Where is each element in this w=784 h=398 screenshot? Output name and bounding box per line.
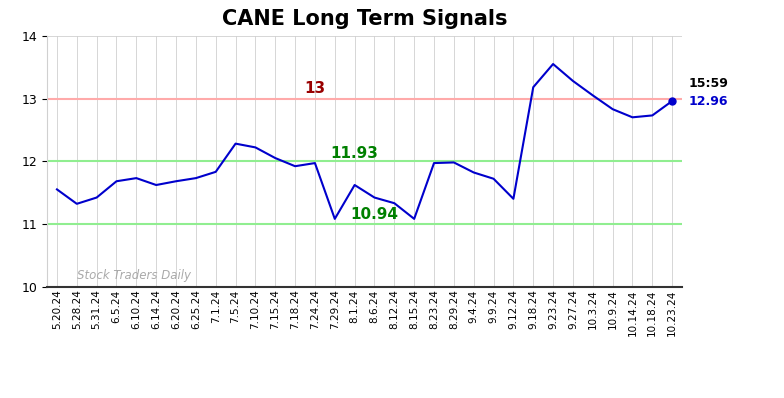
Text: Stock Traders Daily: Stock Traders Daily: [77, 269, 191, 282]
Text: 13: 13: [304, 82, 325, 96]
Title: CANE Long Term Signals: CANE Long Term Signals: [222, 9, 507, 29]
Text: 12.96: 12.96: [688, 94, 728, 107]
Text: 11.93: 11.93: [331, 146, 379, 161]
Text: 10.94: 10.94: [350, 207, 398, 222]
Text: 15:59: 15:59: [688, 77, 728, 90]
